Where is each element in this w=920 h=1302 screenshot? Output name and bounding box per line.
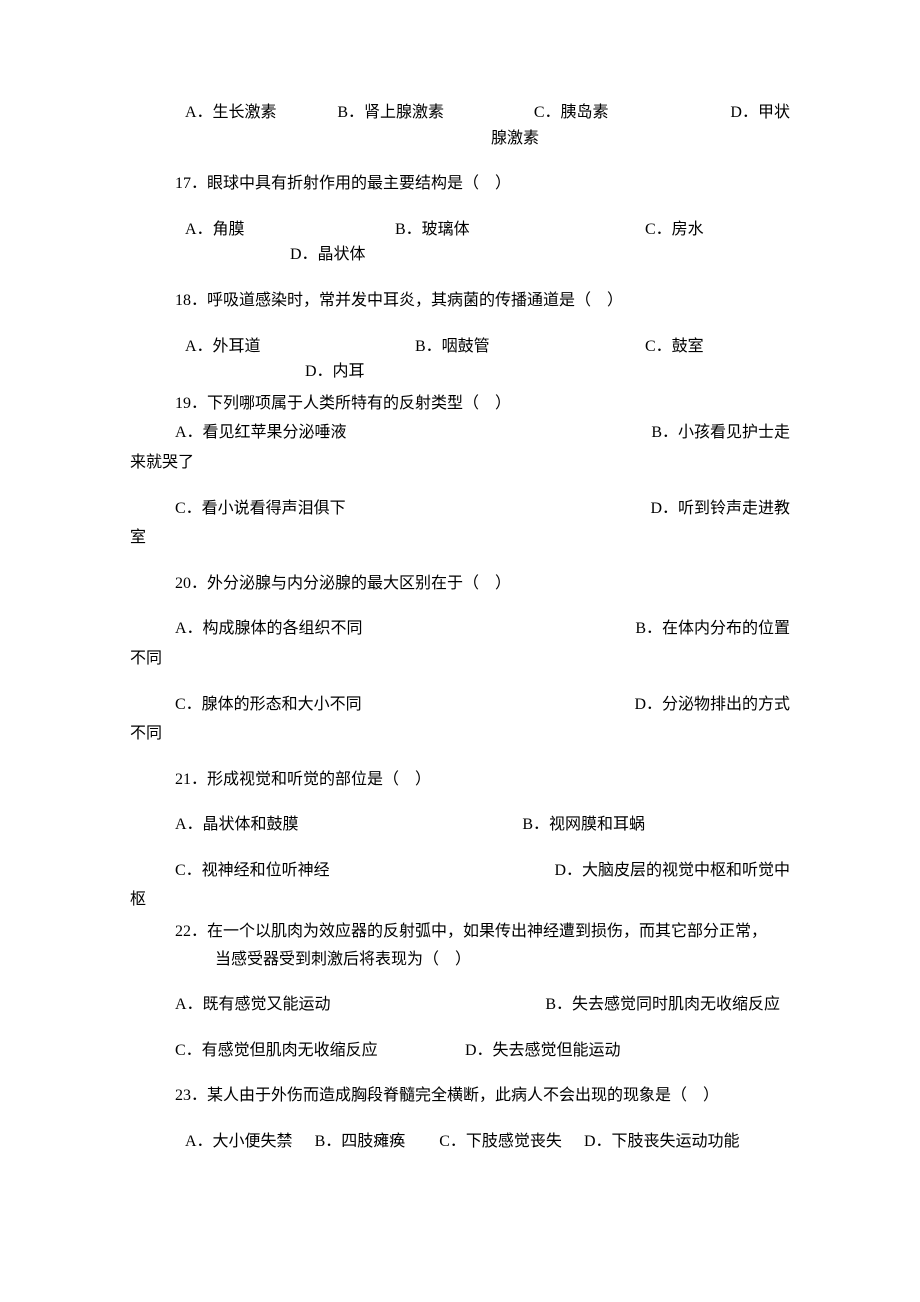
q19-option-c: C．看小说看得声泪俱下 <box>175 496 346 522</box>
q19-stem: 19．下列哪项属于人类所特有的反射类型（ ） <box>175 391 790 417</box>
q21-option-d-part1: D．大脑皮层的视觉中枢和听觉中 <box>554 858 790 884</box>
q23-stem: 23．某人由于外伤而造成胸段脊髓完全横断，此病人不会出现的现象是（ ） <box>175 1083 790 1109</box>
q18-option-b: B．咽鼓管 <box>415 334 645 360</box>
q16-option-d-part2: 腺激素 <box>491 130 539 147</box>
q22-option-d: D．失去感觉但能运动 <box>465 1038 621 1064</box>
q19-option-b-part2: 来就哭了 <box>130 454 194 471</box>
q20-option-d-part2: 不同 <box>130 725 162 742</box>
q21-option-d-part2: 枢 <box>130 891 146 908</box>
q21-option-c: C．视神经和位听神经 <box>175 858 330 884</box>
q18-stem: 18．呼吸道感染时，常并发中耳炎，其病菌的传播通道是（ ） <box>175 288 790 314</box>
q18-option-a: A．外耳道 <box>185 334 415 360</box>
q22-option-a: A．既有感觉又能运动 <box>175 992 331 1018</box>
q17-option-b: B．玻璃体 <box>395 217 645 243</box>
q19-option-d-part1: D．听到铃声走进教 <box>650 496 790 522</box>
q17-stem: 17．眼球中具有折射作用的最主要结构是（ ） <box>175 171 790 197</box>
q17-option-c: C．房水 <box>645 217 704 243</box>
q20-option-b-part1: B．在体内分布的位置 <box>635 616 790 642</box>
q18-options: A．外耳道 B．咽鼓管 C．鼓室 D．内耳 <box>130 334 790 385</box>
q23-option-c: C．下肢感觉丧失 <box>439 1129 562 1155</box>
q20-option-a: A．构成腺体的各组织不同 <box>175 616 363 642</box>
q21-stem: 21．形成视觉和听觉的部位是（ ） <box>175 767 790 793</box>
q22-option-c: C．有感觉但肌肉无收缩反应 <box>175 1038 465 1064</box>
q16-option-a: A．生长激素 <box>185 100 337 126</box>
q21-option-a: A．晶状体和鼓膜 <box>175 812 299 838</box>
q22-stem-line1: 22．在一个以肌肉为效应器的反射弧中，如果传出神经遭到损伤，而其它部分正常， <box>175 919 790 945</box>
q22-stem-line2: 当感受器受到刺激后将表现为（ ） <box>215 947 790 973</box>
q21-option-b: B．视网膜和耳蜗 <box>522 812 645 838</box>
q23-option-b: B．四肢瘫痪 <box>315 1129 406 1155</box>
q22-option-b: B．失去感觉同时肌肉无收缩反应 <box>545 992 780 1018</box>
q20-options: A．构成腺体的各组织不同 B．在体内分布的位置 不同 C．腺体的形态和大小不同 … <box>130 616 790 746</box>
q19-option-d-part2: 室 <box>130 529 146 546</box>
q17-option-d: D．晶状体 <box>290 246 366 263</box>
q19-option-a: A．看见红苹果分泌唾液 <box>175 420 347 446</box>
q22-options: A．既有感觉又能运动 B．失去感觉同时肌肉无收缩反应 C．有感觉但肌肉无收缩反应… <box>130 992 790 1063</box>
q20-option-c: C．腺体的形态和大小不同 <box>175 692 362 718</box>
q18-option-c: C．鼓室 <box>645 334 704 360</box>
q20-option-d-part1: D．分泌物排出的方式 <box>634 692 790 718</box>
q20-option-b-part2: 不同 <box>130 650 162 667</box>
q23-option-d: D．下肢丧失运动功能 <box>584 1129 740 1155</box>
q19-option-b-part1: B．小孩看见护士走 <box>651 420 790 446</box>
q16-option-c: C．胰岛素 <box>534 100 731 126</box>
q18-option-d: D．内耳 <box>305 363 365 380</box>
q23-options: A．大小便失禁 B．四肢瘫痪 C．下肢感觉丧失 D．下肢丧失运动功能 <box>185 1129 790 1155</box>
q20-stem: 20．外分泌腺与内分泌腺的最大区别在于（ ） <box>175 571 790 597</box>
q16-option-d-part1: D．甲状 <box>730 100 790 126</box>
q16-options: A．生长激素 B．肾上腺激素 C．胰岛素 D．甲状 腺激素 <box>130 100 790 151</box>
q23-option-a: A．大小便失禁 <box>185 1129 293 1155</box>
q17-options: A．角膜 B．玻璃体 C．房水 D．晶状体 <box>130 217 790 268</box>
q19-options: A．看见红苹果分泌唾液 B．小孩看见护士走 来就哭了 C．看小说看得声泪俱下 D… <box>130 420 790 550</box>
q17-option-a: A．角膜 <box>185 217 395 243</box>
q21-options: A．晶状体和鼓膜 B．视网膜和耳蜗 C．视神经和位听神经 D．大脑皮层的视觉中枢… <box>130 812 790 913</box>
q16-option-b: B．肾上腺激素 <box>337 100 534 126</box>
